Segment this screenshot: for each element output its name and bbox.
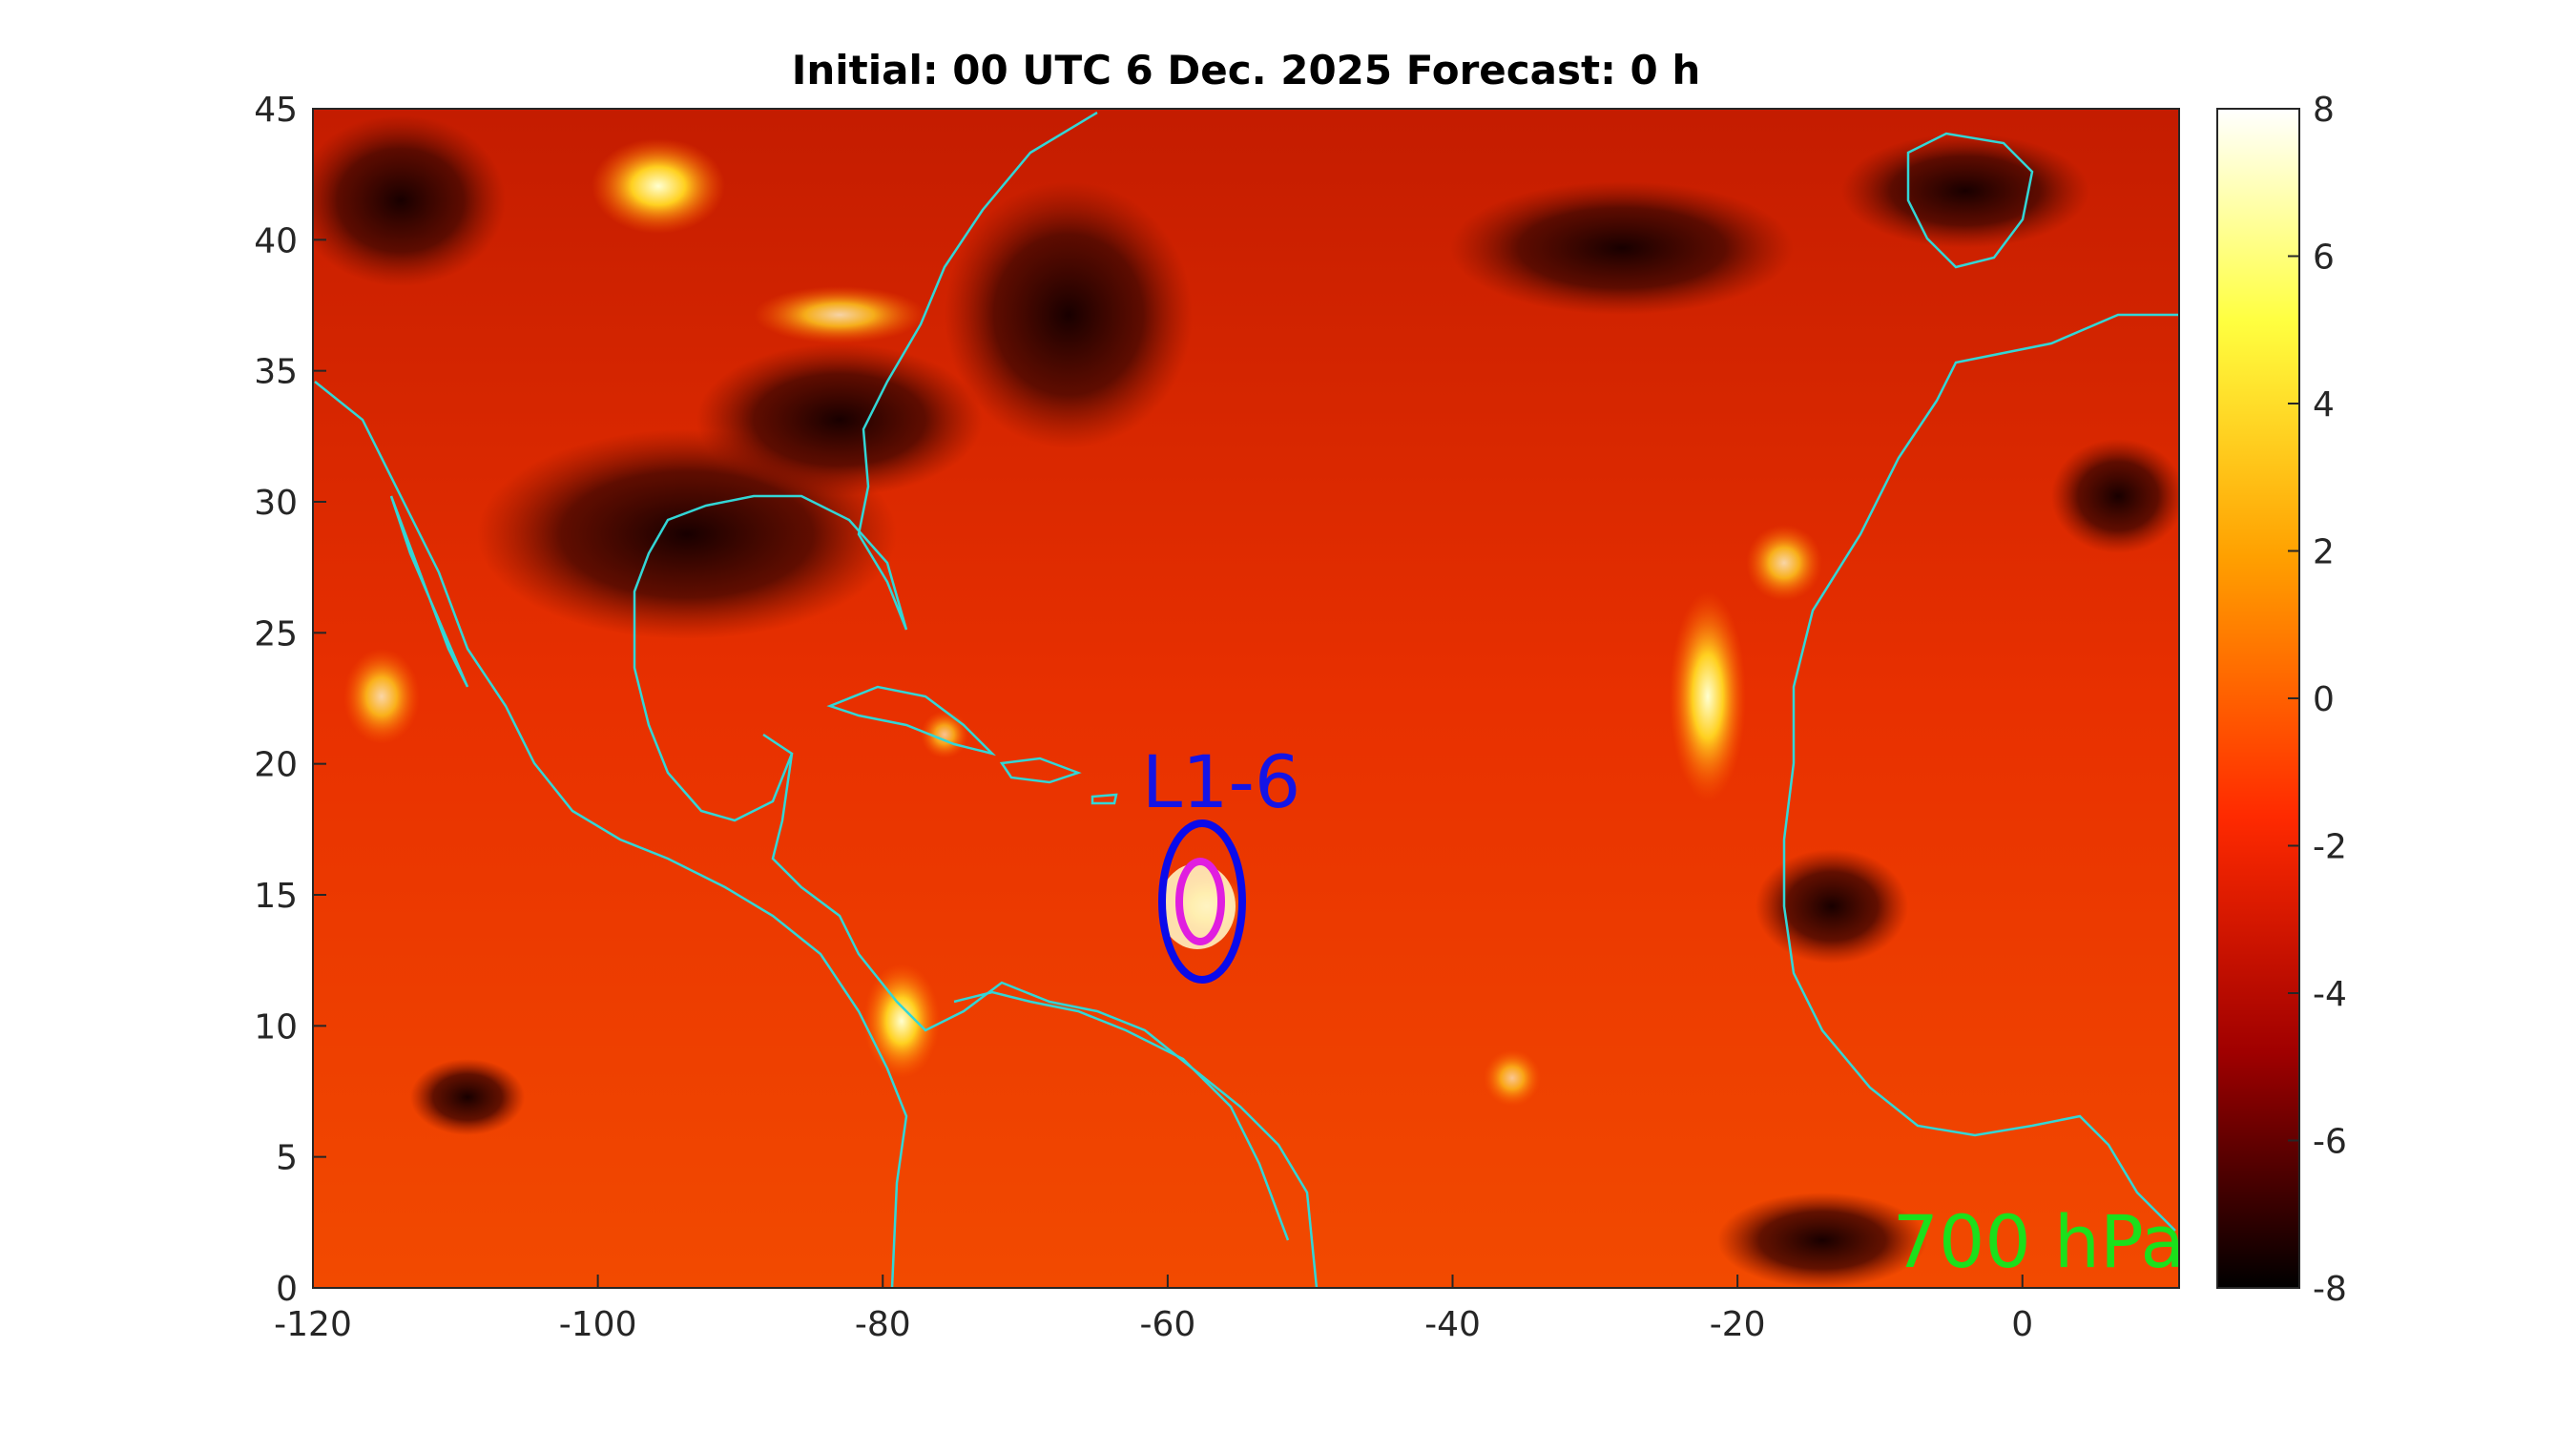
x-tick-label: -120 xyxy=(274,1305,352,1344)
outer-circle xyxy=(1158,819,1246,984)
y-tick-label: 25 xyxy=(254,614,298,653)
y-tick-label: 30 xyxy=(254,484,298,523)
colorbar-tick-label: -6 xyxy=(2313,1123,2347,1162)
y-tick-label: 20 xyxy=(254,746,298,785)
central-america-caribbean xyxy=(771,753,1319,1288)
figure-title: Initial: 00 UTC 6 Dec. 2025 Forecast: 0 … xyxy=(792,47,1701,93)
y-tick-label: 45 xyxy=(254,91,298,130)
colorbar-ticks: 8 6 4 2 0 -2 -4 -6 -8 xyxy=(2288,91,2347,1309)
hispaniola xyxy=(999,757,1082,784)
inner-circle xyxy=(1175,858,1225,945)
colorbar-tick-label: 2 xyxy=(2313,533,2335,572)
colorbar-tick-label: 6 xyxy=(2313,238,2335,278)
coastlines xyxy=(314,111,2179,1288)
colorbar-tick-label: -2 xyxy=(2313,828,2347,867)
colorbar-tick-label: 4 xyxy=(2313,385,2335,425)
x-axis: -120 -100 -80 -60 -40 -20 0 xyxy=(274,1275,2033,1344)
north-america-east-coast xyxy=(633,111,1098,822)
mexico-pacific-coast xyxy=(314,381,908,1288)
x-tick-label: -100 xyxy=(559,1305,637,1344)
field-background xyxy=(313,109,2179,1288)
x-tick-label: -40 xyxy=(1424,1305,1481,1344)
africa-west-coast xyxy=(1782,313,2179,1232)
colorbar-tick-label: 0 xyxy=(2313,680,2335,719)
level-label: 700 hPa xyxy=(1893,1199,2185,1284)
colorbar-tick-label: 8 xyxy=(2313,91,2335,130)
colorbar: 8 6 4 2 0 -2 -4 -6 -8 xyxy=(2216,91,2347,1309)
cuba xyxy=(826,685,997,757)
x-tick-label: -20 xyxy=(1710,1305,1766,1344)
baja-california xyxy=(389,495,469,688)
puerto-rico xyxy=(1091,793,1118,805)
y-tick-label: 35 xyxy=(254,353,298,392)
x-tick-label: 0 xyxy=(2011,1305,2033,1344)
x-tick-label: -60 xyxy=(1139,1305,1195,1344)
field-bright-regions xyxy=(343,138,1822,1107)
system-marker: L1-6 xyxy=(1142,739,1300,984)
y-tick-label: 15 xyxy=(254,877,298,916)
y-axis: 0 5 10 15 20 25 30 35 40 45 xyxy=(254,91,326,1309)
colorbar-gradient xyxy=(2216,108,2300,1289)
plot-frame xyxy=(312,108,2180,1289)
field-dark-regions xyxy=(313,114,2179,1288)
map-panel: L1-6 700 hPa xyxy=(313,109,2185,1288)
iberia xyxy=(1906,132,2034,269)
system-label: L1-6 xyxy=(1142,739,1300,824)
south-america-north xyxy=(953,990,1290,1241)
colorbar-tick-label: -4 xyxy=(2313,975,2347,1014)
y-tick-label: 5 xyxy=(276,1139,298,1178)
y-tick-label: 40 xyxy=(254,221,298,260)
x-tick-label: -80 xyxy=(855,1305,911,1344)
colorbar-tick-label: -8 xyxy=(2313,1270,2347,1309)
y-tick-label: 10 xyxy=(254,1007,298,1047)
y-tick-label: 0 xyxy=(276,1270,298,1309)
